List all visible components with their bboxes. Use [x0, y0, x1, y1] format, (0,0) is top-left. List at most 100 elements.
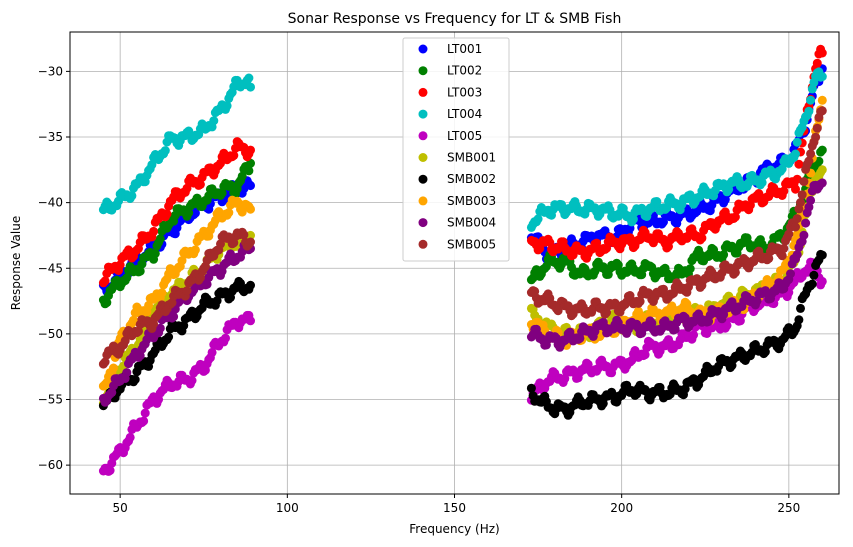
legend-box [402, 37, 510, 262]
data-point [817, 72, 827, 82]
data-point [105, 466, 115, 475]
data-points [98, 44, 827, 476]
data-point [804, 156, 814, 166]
data-point [122, 273, 132, 283]
data-point [812, 58, 822, 68]
data-point [809, 270, 819, 280]
data-point [719, 250, 729, 260]
data-point [202, 279, 212, 289]
legend-label: SMB003 [447, 194, 496, 208]
data-point [628, 214, 638, 224]
data-point [212, 296, 222, 306]
data-point [817, 145, 827, 155]
legend-label: LT004 [447, 107, 482, 121]
data-point [796, 198, 805, 207]
data-point [752, 296, 762, 306]
data-point [149, 226, 159, 236]
y-axis-title: Response Value [9, 216, 23, 310]
data-point [757, 178, 767, 188]
series-SMB004 [98, 178, 827, 407]
data-point [160, 146, 170, 156]
data-point [794, 315, 804, 325]
data-point [791, 184, 800, 194]
legend-label: SMB005 [447, 237, 496, 251]
data-point [237, 171, 247, 181]
data-point [792, 229, 802, 239]
data-point [812, 123, 822, 133]
data-point [102, 298, 112, 308]
legend-marker [418, 87, 428, 97]
x-tick-label: 200 [610, 501, 633, 515]
data-point [246, 316, 255, 326]
data-point [246, 181, 255, 191]
data-point [182, 286, 192, 296]
data-point [817, 165, 827, 175]
data-point [190, 245, 200, 255]
data-point [799, 177, 809, 187]
data-point [246, 82, 255, 92]
y-tick-label: −35 [38, 130, 63, 144]
series-LT004 [98, 67, 827, 232]
data-point [541, 261, 551, 271]
series-SMB005 [98, 106, 827, 369]
data-point [187, 376, 197, 385]
data-point [184, 208, 194, 218]
data-point [139, 416, 149, 426]
data-point [760, 347, 770, 357]
data-point [109, 363, 118, 373]
y-tick-label: −55 [38, 393, 63, 407]
data-point [792, 250, 802, 260]
data-point [817, 250, 827, 260]
legend-marker [418, 218, 428, 228]
x-axis-title: Frequency (Hz) [409, 522, 500, 536]
data-point [246, 204, 255, 214]
data-point [811, 132, 821, 142]
data-point [640, 350, 650, 360]
data-point [635, 297, 645, 306]
data-point [799, 230, 809, 240]
data-point [155, 323, 165, 333]
data-point [791, 222, 800, 232]
data-point [777, 251, 787, 261]
legend-label: SMB001 [447, 151, 496, 165]
data-point [195, 180, 205, 189]
legend-label: SMB004 [447, 216, 496, 230]
data-point [182, 183, 192, 193]
y-tick-label: −40 [38, 196, 63, 210]
data-point [150, 248, 160, 258]
data-point [807, 279, 817, 289]
data-point [207, 347, 217, 357]
data-point [125, 432, 135, 442]
data-point [217, 188, 227, 198]
data-point [792, 214, 802, 224]
data-point [806, 149, 816, 159]
legend-marker [418, 66, 428, 76]
data-point [100, 357, 110, 367]
data-point [147, 160, 157, 170]
data-point [797, 190, 807, 200]
legend-marker [418, 153, 428, 162]
series-SMB002 [98, 249, 827, 420]
data-point [157, 288, 167, 298]
data-point [817, 48, 827, 58]
data-point [779, 243, 789, 253]
data-point [685, 264, 695, 274]
data-point [144, 300, 154, 310]
data-point [697, 233, 707, 243]
data-point [659, 217, 668, 227]
data-point [229, 151, 239, 160]
y-tick-label: −30 [38, 64, 63, 78]
data-point [722, 320, 732, 330]
data-point [162, 209, 172, 219]
y-tick-label: −50 [38, 327, 63, 341]
legend-label: LT002 [447, 64, 482, 78]
data-point [244, 73, 254, 83]
data-point [526, 383, 536, 393]
data-point [246, 145, 255, 155]
data-point [224, 208, 234, 218]
legend-label: LT005 [447, 129, 482, 143]
data-point [792, 137, 802, 147]
data-point [613, 260, 623, 270]
data-point [115, 260, 125, 270]
data-point [140, 408, 150, 418]
